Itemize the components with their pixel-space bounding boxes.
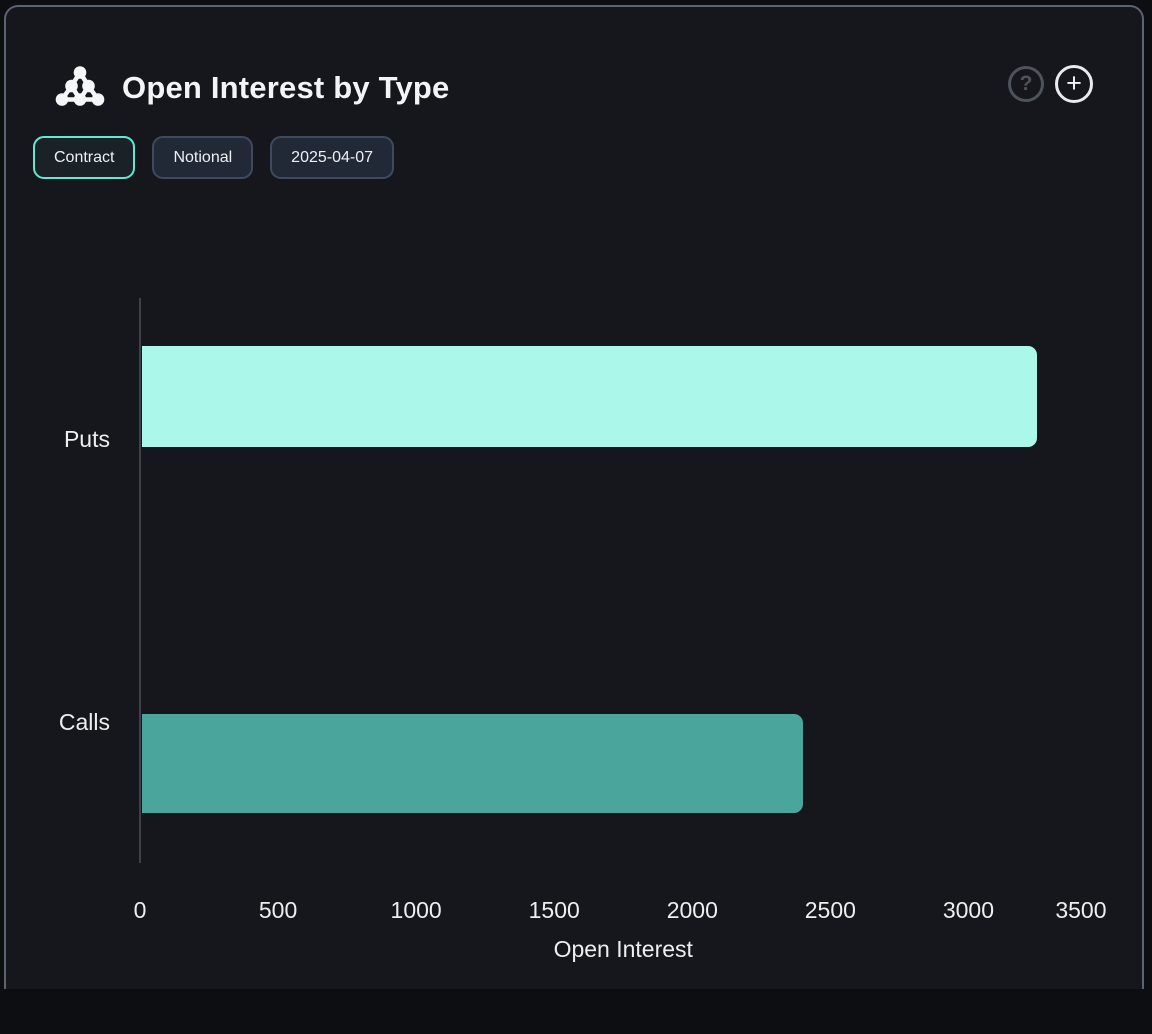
- x-tick-label: 1500: [528, 897, 580, 923]
- category-label-calls: Calls: [58, 708, 110, 735]
- x-tick-label: 3000: [942, 897, 995, 923]
- x-axis-title: Open Interest: [553, 936, 693, 962]
- date-selector-button[interactable]: 2025-04-07: [270, 136, 395, 179]
- x-tick-label: 3500: [1055, 897, 1107, 923]
- contract-toggle-label: Contract: [54, 148, 115, 166]
- plus-icon: +: [1066, 67, 1082, 98]
- x-tick-label: 500: [258, 897, 298, 923]
- x-tick-label: 1000: [390, 897, 442, 923]
- contract-toggle-button[interactable]: Contract: [33, 136, 136, 179]
- x-tick-label: 2500: [804, 897, 856, 923]
- help-button[interactable]: ?: [1008, 66, 1044, 102]
- notional-toggle-button[interactable]: Notional: [152, 136, 254, 179]
- y-axis-line: [139, 298, 141, 863]
- mode-toolbar: Contract Notional 2025-04-07: [33, 136, 395, 179]
- page-title: Open Interest by Type: [122, 70, 450, 105]
- category-label-puts: Puts: [63, 426, 110, 453]
- bar-calls[interactable]: [141, 714, 803, 813]
- bar-puts[interactable]: [141, 346, 1038, 447]
- question-mark-icon: ?: [1019, 72, 1033, 95]
- dots-pyramid-icon: [55, 66, 105, 106]
- x-tick-label: 0: [133, 897, 147, 923]
- x-tick-label: 2000: [666, 897, 718, 923]
- date-selector-label: 2025-04-07: [291, 148, 374, 166]
- add-button[interactable]: +: [1055, 65, 1093, 103]
- notional-toggle-label: Notional: [173, 148, 233, 166]
